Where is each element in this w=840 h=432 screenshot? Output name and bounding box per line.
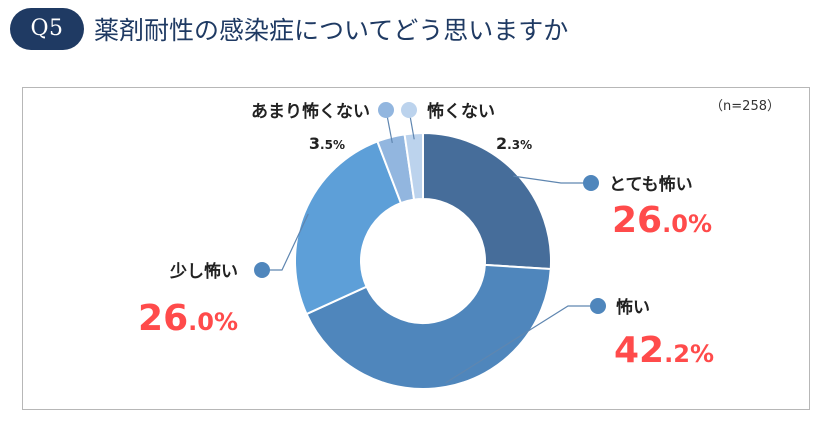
category-label-0: とても怖い: [609, 174, 693, 195]
category-label-1: 怖い: [616, 297, 650, 318]
value-label-4: 2.3%: [496, 134, 532, 153]
question-badge: Q5: [10, 8, 84, 50]
sample-size-note: （n=258）: [710, 99, 780, 114]
category-label-3: あまり怖くない: [251, 101, 370, 122]
leader-lines: [254, 102, 606, 384]
question-title: 薬剤耐性の感染症についてどう思いますか: [94, 16, 569, 45]
slice-2: [294, 140, 403, 316]
category-label-4: 怖くない: [427, 101, 495, 122]
leader-line-1: [445, 305, 598, 384]
label-dot-1: [590, 298, 606, 314]
slice-1: [305, 263, 552, 390]
value-label-1: 42.2%: [614, 330, 714, 371]
category-label-2: 少し怖い: [169, 261, 238, 282]
value-label-3: 3.5%: [309, 134, 345, 153]
donut-slices: [294, 131, 552, 390]
label-dot-2: [254, 262, 270, 278]
leader-line-0: [513, 175, 591, 184]
slice-0: [422, 131, 552, 271]
label-dot-0: [583, 175, 599, 191]
slice-4: [403, 131, 424, 201]
value-label-0: 26.0%: [612, 200, 712, 241]
label-dot-3: [378, 102, 394, 118]
value-label-2: 26.0%: [138, 298, 238, 339]
label-dot-4: [401, 102, 417, 118]
data-labels: とても怖い 26.0% 怖い 42.2% 少し怖い 26.0% あまり怖くない 3.5% 怖くな…: [138, 101, 714, 371]
